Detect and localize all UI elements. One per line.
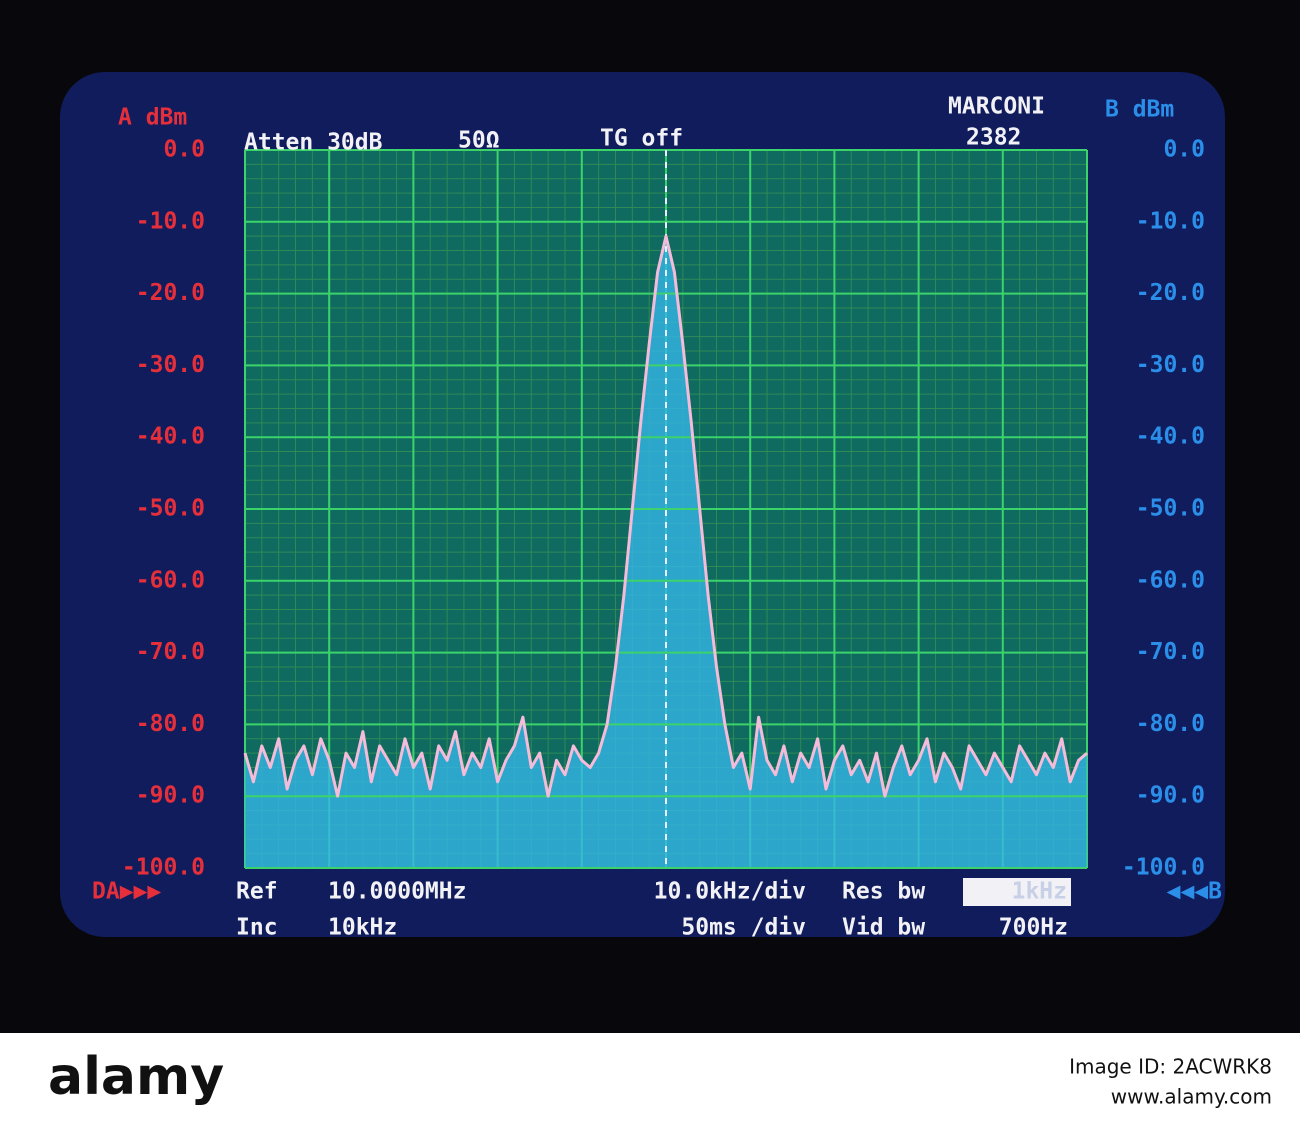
vid-bw-label: Vid bw xyxy=(842,915,925,941)
y-tick-label: -30.0 xyxy=(136,352,205,378)
y2-axis-label: B dBm xyxy=(1105,97,1174,123)
y-tick-label: -20.0 xyxy=(136,280,205,306)
marker-a: DA▶▶▶ xyxy=(92,879,161,905)
marker-b: ◀◀◀B xyxy=(1167,879,1223,905)
res-bw-value: 1kHz xyxy=(1012,879,1067,905)
y2-tick-label: 0.0 xyxy=(1163,137,1205,163)
ref-value: 10.0000MHz xyxy=(328,879,466,905)
plot-area xyxy=(243,149,1088,869)
y-axis-label: A dBm xyxy=(118,105,187,131)
y-tick-label: 0.0 xyxy=(163,137,205,163)
y2-tick-label: -80.0 xyxy=(1136,711,1205,737)
y-tick-label: -100.0 xyxy=(122,855,205,881)
watermark-id: Image ID: 2ACWRK8 xyxy=(1069,1055,1272,1079)
inc-value: 10kHz xyxy=(328,915,397,941)
inc-label: Inc xyxy=(236,915,278,941)
y2-tick-label: -30.0 xyxy=(1136,352,1205,378)
span: 10.0kHz/div xyxy=(654,879,806,905)
y-tick-label: -90.0 xyxy=(136,783,205,809)
tracking: TG off xyxy=(600,126,683,152)
y-tick-label: -50.0 xyxy=(136,496,205,522)
watermark-band xyxy=(0,1033,1300,1123)
sweep: 50ms /div xyxy=(681,915,806,941)
y-tick-label: -70.0 xyxy=(136,639,205,665)
y2-tick-label: -10.0 xyxy=(1136,208,1205,234)
watermark-url: www.alamy.com xyxy=(1111,1085,1272,1109)
impedance: 50Ω xyxy=(458,128,500,154)
trace-fill xyxy=(245,236,1087,868)
y-tick-label: -80.0 xyxy=(136,711,205,737)
model: 2382 xyxy=(966,125,1021,151)
y2-tick-label: -60.0 xyxy=(1136,567,1205,593)
y2-tick-label: -50.0 xyxy=(1136,496,1205,522)
y2-tick-label: -100.0 xyxy=(1122,855,1205,881)
y-tick-label: -40.0 xyxy=(136,424,205,450)
y2-tick-label: -20.0 xyxy=(1136,280,1205,306)
vid-bw-value: 700Hz xyxy=(999,915,1068,941)
atten: Atten 30dB xyxy=(244,130,383,156)
y-tick-label: -60.0 xyxy=(136,567,205,593)
trace xyxy=(243,234,1088,798)
brand: MARCONI xyxy=(948,94,1045,120)
ref-label: Ref xyxy=(236,879,278,905)
y2-tick-label: -40.0 xyxy=(1136,424,1205,450)
y2-tick-label: -90.0 xyxy=(1136,783,1205,809)
watermark-brand: alamy xyxy=(48,1047,224,1107)
res-bw-highlight xyxy=(963,878,1071,906)
res-bw-label: Res bw xyxy=(842,879,925,905)
y2-tick-label: -70.0 xyxy=(1136,639,1205,665)
y-tick-label: -10.0 xyxy=(136,208,205,234)
